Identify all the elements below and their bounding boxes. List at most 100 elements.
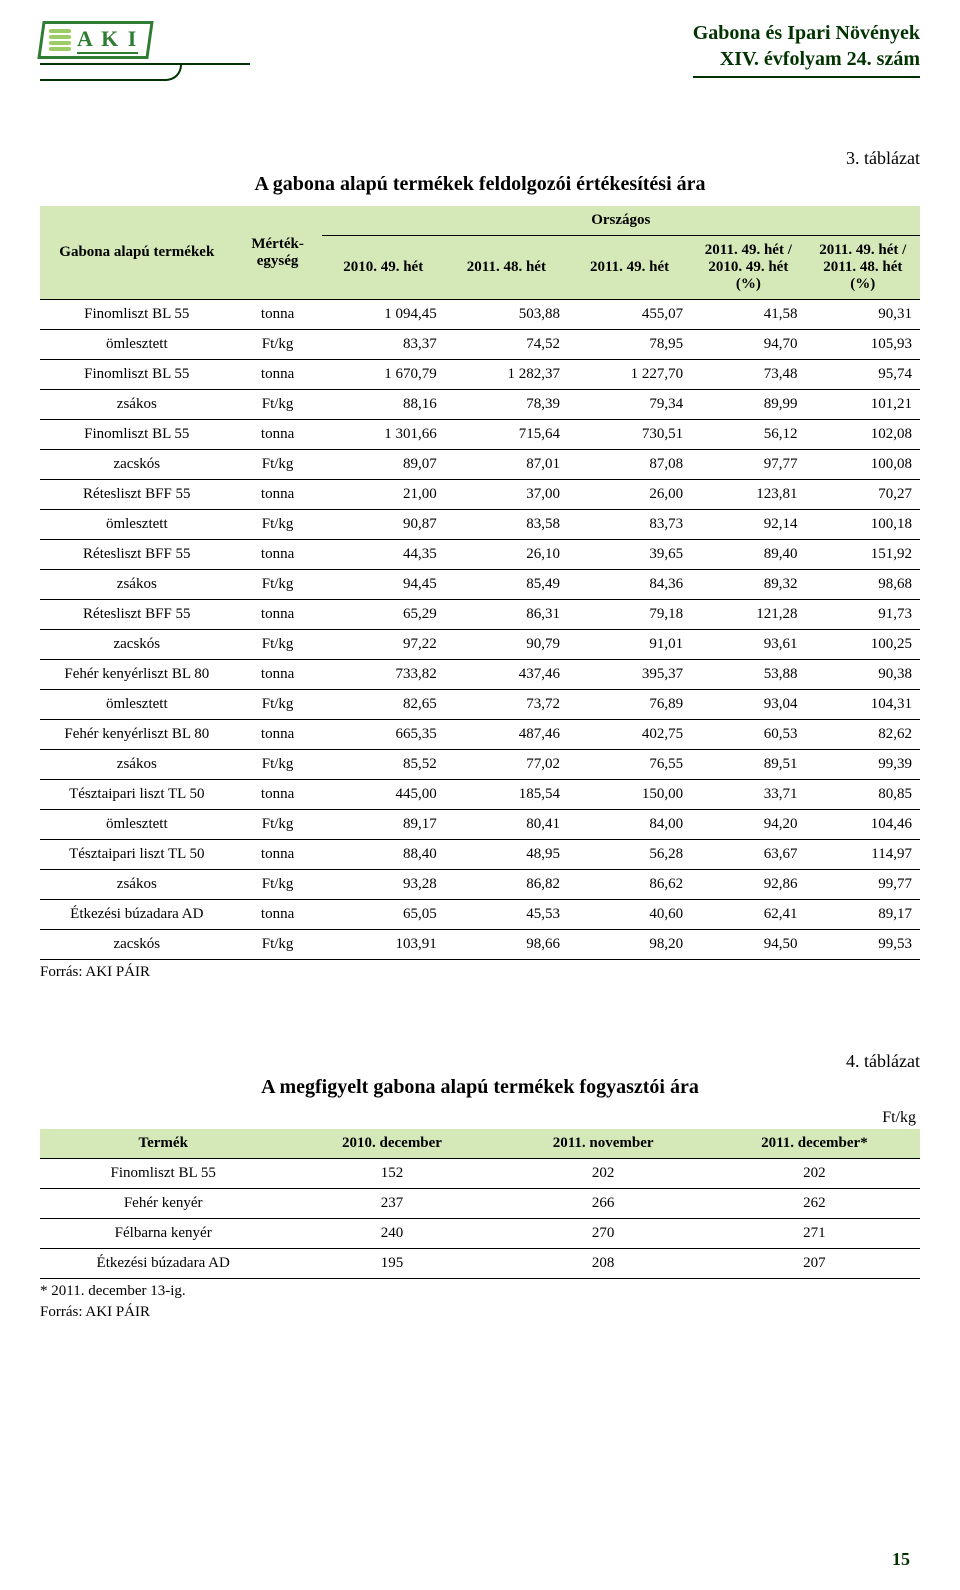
table-row: Rétesliszt BFF 55tonna44,3526,1039,6589,…	[40, 540, 920, 570]
table-cell: Fehér kenyérliszt BL 80	[40, 720, 234, 750]
table2-col-1: 2010. december	[286, 1129, 497, 1159]
table2-unit: Ft/kg	[40, 1109, 916, 1127]
table-cell: Rétesliszt BFF 55	[40, 600, 234, 630]
table-cell: 195	[286, 1249, 497, 1279]
table1-col-2: 2010. 49. hét	[322, 236, 445, 300]
table-cell: 87,08	[568, 450, 691, 480]
table-cell: 455,07	[568, 300, 691, 330]
table-cell: 84,36	[568, 570, 691, 600]
table-cell: Ft/kg	[234, 750, 322, 780]
table-cell: 445,00	[322, 780, 445, 810]
table-row: Finomliszt BL 55tonna1 301,66715,64730,5…	[40, 420, 920, 450]
table-row: zsákosFt/kg88,1678,3979,3489,99101,21	[40, 390, 920, 420]
table-cell: 92,86	[691, 870, 805, 900]
table1-col-3: 2011. 48. hét	[445, 236, 568, 300]
table-row: ömlesztettFt/kg83,3774,5278,9594,70105,9…	[40, 330, 920, 360]
table-cell: Finomliszt BL 55	[40, 360, 234, 390]
table-cell: 21,00	[322, 480, 445, 510]
table-cell: 63,67	[691, 840, 805, 870]
table-cell: 65,29	[322, 600, 445, 630]
table-cell: 94,50	[691, 930, 805, 960]
table-cell: zsákos	[40, 390, 234, 420]
table-cell: Ft/kg	[234, 390, 322, 420]
table-cell: 202	[709, 1159, 920, 1189]
table-cell: 84,00	[568, 810, 691, 840]
table-cell: 89,51	[691, 750, 805, 780]
table-cell: 1 094,45	[322, 300, 445, 330]
table-cell: 237	[286, 1189, 497, 1219]
table-cell: 98,68	[806, 570, 920, 600]
table-cell: 395,37	[568, 660, 691, 690]
table-cell: 77,02	[445, 750, 568, 780]
table-cell: 87,01	[445, 450, 568, 480]
table-cell: 79,18	[568, 600, 691, 630]
table-cell: Ft/kg	[234, 570, 322, 600]
table-cell: 83,37	[322, 330, 445, 360]
table-cell: 1 670,79	[322, 360, 445, 390]
table-row: ömlesztettFt/kg90,8783,5883,7392,14100,1…	[40, 510, 920, 540]
table-cell: Finomliszt BL 55	[40, 300, 234, 330]
table-cell: 78,95	[568, 330, 691, 360]
table-cell: tonna	[234, 480, 322, 510]
table-cell: Rétesliszt BFF 55	[40, 540, 234, 570]
table-cell: tonna	[234, 660, 322, 690]
table1-label: 3. táblázat	[40, 148, 920, 169]
table-cell: 99,77	[806, 870, 920, 900]
table-cell: 86,82	[445, 870, 568, 900]
table-cell: ömlesztett	[40, 330, 234, 360]
table-row: zacskósFt/kg103,9198,6698,2094,5099,53	[40, 930, 920, 960]
table-cell: 89,99	[691, 390, 805, 420]
table-cell: 99,39	[806, 750, 920, 780]
table-cell: Félbarna kenyér	[40, 1219, 286, 1249]
table-cell: tonna	[234, 420, 322, 450]
table-cell: Étkezési búzadara AD	[40, 900, 234, 930]
table-cell: 48,95	[445, 840, 568, 870]
table-cell: 89,32	[691, 570, 805, 600]
table-cell: 271	[709, 1219, 920, 1249]
table-cell: 89,07	[322, 450, 445, 480]
table-row: Rétesliszt BFF 55tonna65,2986,3179,18121…	[40, 600, 920, 630]
page-number: 15	[892, 1549, 910, 1570]
table-cell: 185,54	[445, 780, 568, 810]
table1: Gabona alapú termékek Mérték-egység Orsz…	[40, 206, 920, 960]
table-cell: 1 301,66	[322, 420, 445, 450]
table1-source: Forrás: AKI PÁIR	[40, 964, 920, 981]
table-cell: 70,27	[806, 480, 920, 510]
table-cell: 503,88	[445, 300, 568, 330]
table-cell: 152	[286, 1159, 497, 1189]
table-cell: 97,77	[691, 450, 805, 480]
table-row: Étkezési búzadara AD195208207	[40, 1249, 920, 1279]
logo-text: A K I	[77, 26, 138, 54]
table-row: Fehér kenyér237266262	[40, 1189, 920, 1219]
table-row: Fehér kenyérliszt BL 80tonna733,82437,46…	[40, 660, 920, 690]
table-cell: 89,40	[691, 540, 805, 570]
table-cell: 82,65	[322, 690, 445, 720]
table-cell: 104,46	[806, 810, 920, 840]
table-cell: 33,71	[691, 780, 805, 810]
header-title-line2: XIV. évfolyam 24. szám	[693, 46, 920, 72]
table-cell: 102,08	[806, 420, 920, 450]
table-cell: 79,34	[568, 390, 691, 420]
table-cell: 99,53	[806, 930, 920, 960]
table-cell: 121,28	[691, 600, 805, 630]
table-row: Rétesliszt BFF 55tonna21,0037,0026,00123…	[40, 480, 920, 510]
table-row: zacskósFt/kg97,2290,7991,0193,61100,25	[40, 630, 920, 660]
table-cell: ömlesztett	[40, 810, 234, 840]
table-cell: 76,55	[568, 750, 691, 780]
table-cell: 26,10	[445, 540, 568, 570]
table-row: Finomliszt BL 55tonna1 670,791 282,371 2…	[40, 360, 920, 390]
table-cell: 262	[709, 1189, 920, 1219]
table1-col-4: 2011. 49. hét	[568, 236, 691, 300]
table-cell: 40,60	[568, 900, 691, 930]
table-cell: 101,21	[806, 390, 920, 420]
table-cell: 62,41	[691, 900, 805, 930]
table-cell: 270	[498, 1219, 709, 1249]
table-cell: 437,46	[445, 660, 568, 690]
table-cell: 97,22	[322, 630, 445, 660]
table-row: ömlesztettFt/kg82,6573,7276,8993,04104,3…	[40, 690, 920, 720]
table-cell: 94,45	[322, 570, 445, 600]
table-cell: zacskós	[40, 450, 234, 480]
table-cell: 88,16	[322, 390, 445, 420]
table-cell: 208	[498, 1249, 709, 1279]
table-cell: 78,39	[445, 390, 568, 420]
